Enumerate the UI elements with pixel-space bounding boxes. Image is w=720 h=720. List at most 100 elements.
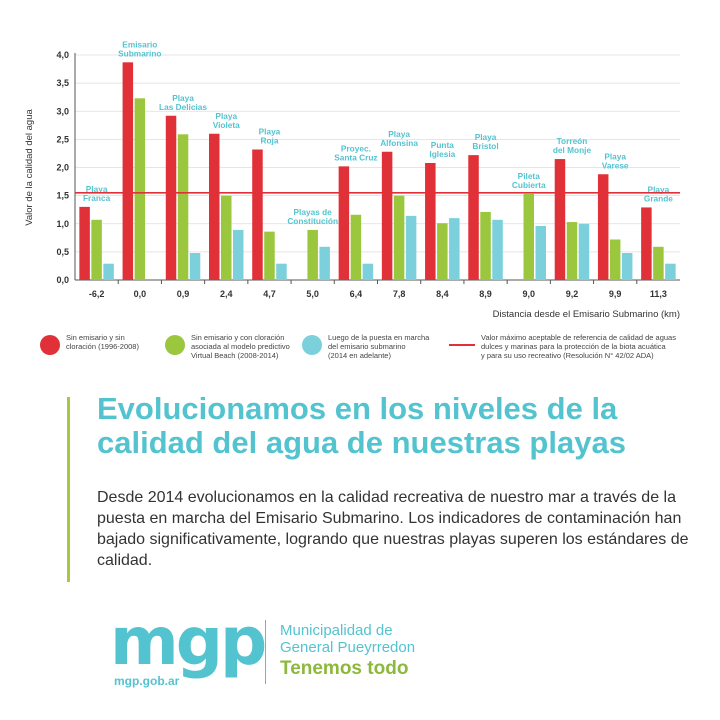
x-tick-label: 9,0 bbox=[522, 289, 535, 299]
bar bbox=[480, 211, 491, 280]
legend-swatch bbox=[40, 335, 60, 355]
bar bbox=[665, 263, 676, 280]
y-tick-label: 0,5 bbox=[56, 247, 69, 257]
bar bbox=[653, 246, 664, 280]
bar bbox=[233, 229, 244, 280]
bar bbox=[437, 223, 448, 280]
location-label: Violeta bbox=[213, 120, 240, 130]
location-label: Playa bbox=[172, 93, 194, 103]
y-axis-label: Valor de la calidad del agua bbox=[24, 109, 35, 226]
x-tick-label: 9,9 bbox=[609, 289, 622, 299]
accent-bar bbox=[67, 397, 70, 582]
legend-label: Valor máximo aceptable de referencia de … bbox=[481, 333, 676, 360]
legend-label: Luego de la puesta en marcha del emisari… bbox=[328, 333, 430, 360]
bar bbox=[609, 239, 621, 280]
legend-item-blue: Luego de la puesta en marcha del emisari… bbox=[302, 333, 442, 365]
location-label: Emisario bbox=[122, 39, 157, 49]
bar bbox=[189, 253, 201, 280]
bar bbox=[165, 115, 177, 280]
y-tick-label: 0,0 bbox=[56, 275, 69, 285]
logo-divider bbox=[265, 620, 266, 684]
x-tick-label: 0,9 bbox=[177, 289, 190, 299]
bar bbox=[449, 218, 460, 280]
bar-chart-svg: 0,00,51,01,52,02,53,03,54,0-6,2PlayaFran… bbox=[24, 39, 680, 320]
slogan: Tenemos todo bbox=[280, 658, 409, 679]
headline: Evolucionamos en los niveles de la calid… bbox=[97, 391, 626, 460]
bar bbox=[405, 215, 417, 280]
location-label: Playa bbox=[259, 127, 281, 137]
bar bbox=[535, 226, 546, 280]
bar bbox=[276, 263, 287, 280]
x-axis-label: Distancia desde el Emisario Submarino (k… bbox=[493, 309, 680, 320]
bar bbox=[338, 166, 350, 280]
x-tick-label: 6,4 bbox=[350, 289, 363, 299]
body-text: Desde 2014 evolucionamos en la calidad r… bbox=[97, 489, 689, 569]
bar bbox=[468, 155, 479, 280]
location-label: Bristol bbox=[472, 141, 498, 151]
x-tick-label: 9,2 bbox=[566, 289, 579, 299]
location-label: Pileta bbox=[518, 171, 541, 181]
x-tick-label: 8,9 bbox=[479, 289, 492, 299]
x-tick-label: 0,0 bbox=[134, 289, 147, 299]
location-label: Playa bbox=[475, 132, 497, 142]
bar bbox=[621, 253, 633, 280]
x-tick-label: -6,2 bbox=[89, 289, 105, 299]
bar bbox=[122, 62, 134, 280]
legend-label: Sin emisario y con cloración asociada al… bbox=[191, 333, 290, 360]
bar bbox=[641, 207, 652, 280]
bar bbox=[221, 195, 232, 280]
legend-label: Sin emisario y sin cloración (1996-2008) bbox=[66, 333, 139, 351]
bar bbox=[566, 222, 578, 280]
y-tick-label: 2,0 bbox=[56, 163, 69, 173]
location-label: Torreón bbox=[557, 136, 588, 146]
x-tick-label: 5,0 bbox=[306, 289, 319, 299]
bar bbox=[578, 223, 590, 280]
x-tick-label: 2,4 bbox=[220, 289, 233, 299]
bar bbox=[264, 231, 275, 280]
legend-swatch bbox=[302, 335, 322, 355]
location-label: Punta bbox=[431, 140, 454, 150]
y-tick-label: 3,5 bbox=[56, 78, 69, 88]
y-tick-label: 2,5 bbox=[56, 134, 69, 144]
location-label: Varese bbox=[602, 160, 629, 170]
location-label: Franca bbox=[83, 193, 111, 203]
legend-swatch bbox=[449, 344, 475, 346]
bar bbox=[381, 151, 393, 280]
location-label: Constitución bbox=[287, 216, 338, 226]
bar bbox=[91, 219, 102, 280]
location-label: Cubierta bbox=[512, 180, 546, 190]
bar bbox=[209, 133, 220, 280]
y-tick-label: 3,0 bbox=[56, 106, 69, 116]
location-label: Playa bbox=[86, 184, 108, 194]
bar bbox=[319, 246, 330, 280]
location-label: Playa bbox=[388, 129, 410, 139]
x-tick-label: 11,3 bbox=[650, 289, 667, 299]
bar bbox=[177, 134, 189, 280]
bar bbox=[554, 159, 566, 280]
location-label: Alfonsina bbox=[380, 138, 418, 148]
y-tick-label: 1,0 bbox=[56, 219, 69, 229]
location-label: Proyec. bbox=[341, 143, 371, 153]
bar bbox=[307, 229, 318, 280]
legend-swatch bbox=[165, 335, 185, 355]
legend-item-red: Sin emisario y sin cloración (1996-2008) bbox=[40, 333, 180, 365]
location-label: Roja bbox=[260, 136, 278, 146]
location-label: Playa bbox=[604, 151, 626, 161]
location-label: Submarino bbox=[118, 48, 161, 58]
bar bbox=[425, 163, 436, 280]
logo-url: mgp.gob.ar bbox=[114, 674, 180, 688]
bar bbox=[103, 263, 114, 280]
location-label: Grande bbox=[644, 193, 673, 203]
bar bbox=[350, 214, 362, 280]
bar bbox=[362, 263, 374, 280]
location-label: Las Delicias bbox=[159, 102, 207, 112]
location-label: Playa bbox=[648, 184, 670, 194]
location-label: Playa bbox=[215, 111, 237, 121]
x-tick-label: 4,7 bbox=[263, 289, 276, 299]
bar bbox=[134, 98, 146, 280]
x-tick-label: 8,4 bbox=[436, 289, 449, 299]
bar bbox=[393, 195, 405, 280]
bar bbox=[597, 174, 609, 280]
bar bbox=[492, 219, 503, 280]
bar bbox=[523, 193, 534, 280]
